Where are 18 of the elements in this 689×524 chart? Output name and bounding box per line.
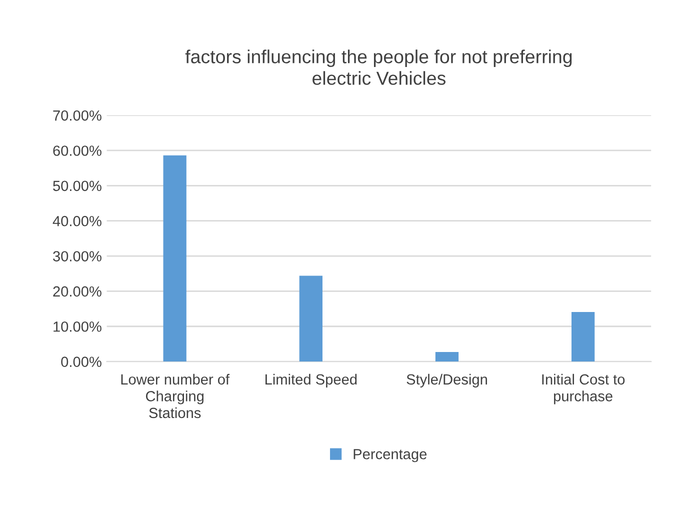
x-tick-label: Lower number of Charging Stations [121,374,230,418]
bar [572,312,595,362]
y-tick-label: 60.00% [53,146,102,156]
bar [163,155,186,362]
y-tick-label: 40.00% [52,216,102,226]
bar [435,352,459,362]
x-tick-label: Style/Design [406,374,487,388]
y-tick-label: 10.00% [54,321,102,332]
bar [299,276,322,362]
legend-label: Percentage [354,449,427,462]
y-tick-label: 50.00% [53,180,102,192]
y-tick-label: 30.00% [53,251,102,262]
y-tick-label: 0.00% [61,356,102,367]
y-tick-label: 70.00% [53,110,102,121]
x-tick-label: Limited Speed [265,374,357,388]
y-tick-label: 20.00% [53,286,102,297]
chart-title: factors influencing the people for not preferring electric Vehicles [185,50,572,85]
x-tick-label: Initial Cost to purchase [542,374,625,404]
